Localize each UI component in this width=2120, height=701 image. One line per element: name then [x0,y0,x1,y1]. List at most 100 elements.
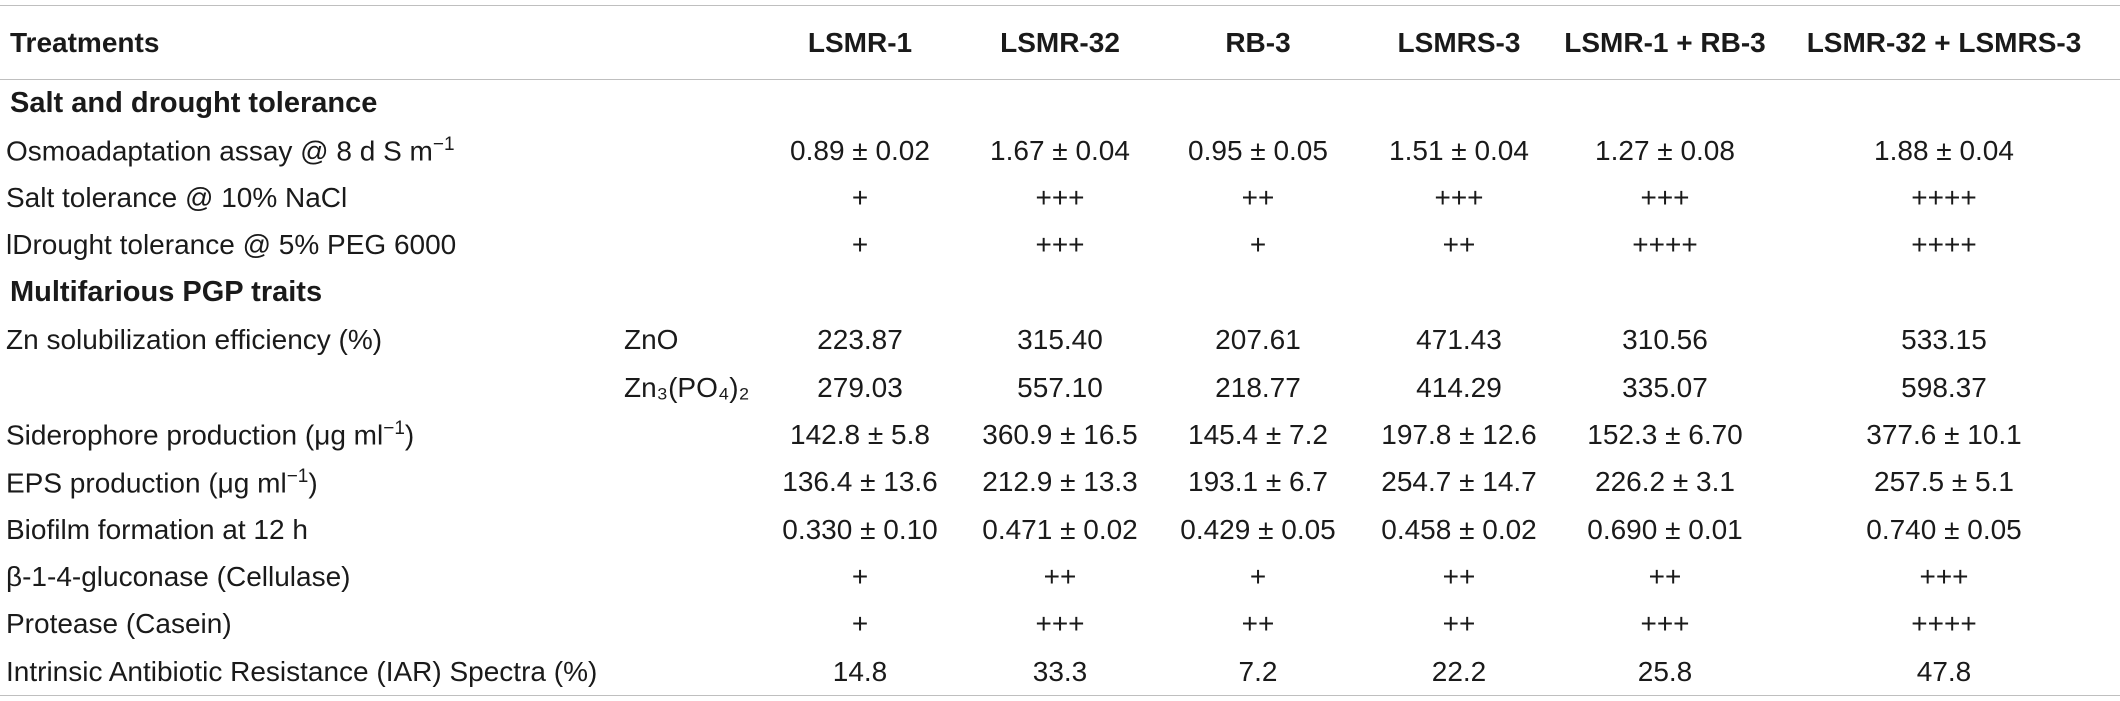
table-cell: 226.2 ± 3.1 [1595,466,1735,498]
table-cell: 598.37 [1901,371,1987,403]
row-label-text: Osmoadaptation assay @ 8 d S m [6,135,433,167]
table-cell: ++++ [1911,229,1977,261]
table-cell: ++ [1442,229,1476,261]
row-sublabel [620,174,760,221]
table-cell: + [851,181,869,213]
column-header: RB-3 [1160,5,1356,80]
row-sublabel [620,601,760,648]
table-cell: 1.51 ± 0.04 [1389,134,1529,166]
column-header: LSMR-1 + RB-3 [1562,5,1768,80]
table-cell: 0.95 ± 0.05 [1188,134,1328,166]
row-label-text: Protease (Casein) [6,608,232,640]
row-sublabel: Zn₃(PO₄)₂ [624,371,750,403]
row-sublabel [620,553,760,600]
row-sublabel [620,411,760,458]
column-header: LSMRS-3 [1356,5,1562,80]
table-cell: 142.8 ± 5.8 [790,418,930,450]
table-row: Siderophore production (μg ml−1) 142.8 ± … [0,411,2120,458]
row-label-text: Biofilm formation at 12 h [6,513,308,545]
table-cell: +++ [1919,561,1969,593]
table-cell: + [851,608,869,640]
table-cell: 47.8 [1768,648,2120,697]
row-label: Siderophore production (μg ml−1) [0,411,620,458]
row-sublabel [620,459,760,506]
row-label: Protease (Casein) [0,601,620,648]
table-cell: +++ [1640,181,1690,213]
table-cell: ++ [1442,608,1476,640]
table-row: Zn solubilization efficiency (%) ZnO 223.8… [0,316,2120,363]
table-cell: 0.458 ± 0.02 [1381,513,1537,545]
column-header: Treatments [0,5,620,80]
table-cell: 223.87 [817,324,903,356]
section-header-row: Multifarious PGP traits [0,269,2120,316]
table-cell: 14.8 [760,648,960,697]
table-row: Intrinsic Antibiotic Resistance (IAR) Sp… [0,648,2120,697]
table-cell: ++ [1241,181,1275,213]
row-label-text: lDrought tolerance @ 5% PEG 6000 [6,229,457,261]
table-cell: 207.61 [1215,324,1301,356]
table-cell: 0.429 ± 0.05 [1180,513,1336,545]
table-row: Osmoadaptation assay @ 8 d S m−1 0.89 ± 0… [0,127,2120,174]
table-cell: 7.2 [1160,648,1356,697]
table-cell: 257.5 ± 5.1 [1874,466,2014,498]
column-header-blank [620,5,760,80]
header-row: Treatments LSMR-1 LSMR-32 RB-3 LSMRS-3 L… [0,5,2120,80]
table-cell: 279.03 [817,371,903,403]
row-sublabel [620,648,760,697]
column-header: LSMR-32 [960,5,1160,80]
table-cell: ++ [1648,561,1682,593]
row-label-superscript: −1 [383,418,405,440]
column-header: LSMR-1 [760,5,960,80]
data-table: Treatments LSMR-1 LSMR-32 RB-3 LSMRS-3 L… [0,5,2120,697]
section-title: Multifarious PGP traits [10,276,323,309]
table-cell: 33.3 [960,648,1160,697]
row-label-text: Zn solubilization efficiency (%) [6,324,383,356]
table-cell: + [1249,229,1267,261]
table-cell: 22.2 [1356,648,1562,697]
table-cell: 0.89 ± 0.02 [790,134,930,166]
row-label-tail: ) [308,466,318,498]
table-cell: 254.7 ± 14.7 [1381,466,1537,498]
table-cell: +++ [1035,229,1085,261]
table-cell: + [1249,561,1267,593]
row-label-text: β-1-4-gluconase (Cellulase) [6,561,351,593]
table-row: Protease (Casein) + +++ ++ ++ +++ ++++ [0,601,2120,648]
table-body: Salt and drought tolerance Osmoadaptation… [0,80,2120,697]
row-label: Osmoadaptation assay @ 8 d S m−1 [0,127,620,174]
row-sublabel [620,127,760,174]
row-label: EPS production (μg ml−1) [0,459,620,506]
table-row: Zn₃(PO₄)₂ 279.03 557.10 218.77 414.29 335.07 5… [0,364,2120,411]
table-cell: + [851,561,869,593]
section-header-row: Salt and drought tolerance [0,80,2120,127]
table-cell: 315.40 [1017,324,1103,356]
row-label-text: EPS production (μg ml [6,466,287,498]
row-label: Salt tolerance @ 10% NaCl [0,174,620,221]
table-cell: 471.43 [1416,324,1502,356]
table-row: Biofilm formation at 12 h 0.330 ± 0.10 0.4… [0,506,2120,553]
table-row: lDrought tolerance @ 5% PEG 6000 + +++ + ++ +… [0,222,2120,269]
row-label: Biofilm formation at 12 h [0,506,620,553]
table-row: EPS production (μg ml−1) 136.4 ± 13.6 212.… [0,459,2120,506]
table-cell: +++ [1035,608,1085,640]
table-cell: 212.9 ± 13.3 [982,466,1138,498]
row-label-superscript: −1 [286,465,309,487]
table-cell: 0.330 ± 0.10 [782,513,938,545]
row-label-text: Siderophore production (μg ml [6,419,384,451]
table-cell: +++ [1035,181,1085,213]
table-cell: 1.67 ± 0.04 [990,134,1130,166]
section-title: Salt and drought tolerance [10,86,378,119]
table-cell: 0.471 ± 0.02 [982,513,1138,545]
table-cell: ++ [1043,561,1077,593]
table-cell: +++ [1640,608,1690,640]
table-row: β-1-4-gluconase (Cellulase) + ++ + ++ ++ +++ [0,553,2120,600]
column-header: LSMR-32 + LSMRS-3 [1768,5,2120,80]
table-cell: ++ [1241,608,1275,640]
table-cell: 414.29 [1416,371,1502,403]
row-label-superscript: −1 [432,133,455,155]
table-cell: 1.27 ± 0.08 [1595,134,1735,166]
table-cell: +++ [1434,181,1484,213]
table-cell: 360.9 ± 16.5 [982,418,1138,450]
row-sublabel: ZnO [624,324,679,356]
row-sublabel [620,222,760,269]
